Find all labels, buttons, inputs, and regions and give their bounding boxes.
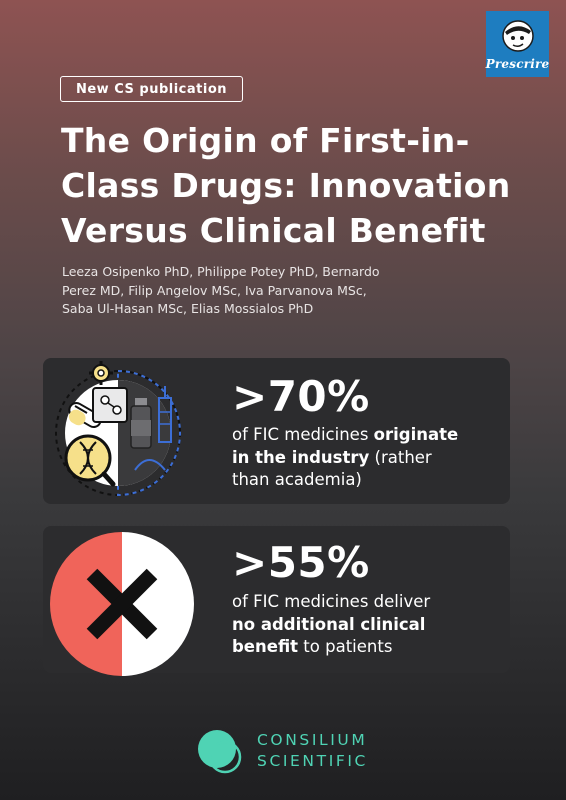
brand-text: CONSILIUM SCIENTIFIC <box>257 730 368 772</box>
cross-mark-icon <box>86 568 158 640</box>
brand-line: SCIENTIFIC <box>257 752 368 770</box>
title-line: Class Drugs: Innovation <box>61 166 511 205</box>
consilium-logo-icon <box>198 730 242 774</box>
consilium-scientific-logo: CONSILIUM SCIENTIFIC <box>195 727 368 775</box>
stat-benefit-description: of FIC medicines deliver no additional c… <box>232 591 430 659</box>
page-title: The Origin of First-in- Class Drugs: Inn… <box>61 118 521 253</box>
title-line: The Origin of First-in- <box>61 121 470 160</box>
vial-icon <box>130 398 152 449</box>
stat-benefit-value: >55% <box>232 538 370 587</box>
gear-icon <box>89 361 113 385</box>
authors-list: Leeza Osipenko PhD, Philippe Potey PhD, … <box>62 263 462 319</box>
cross-mark-illustration <box>50 532 194 676</box>
desc-text: (rather <box>369 447 432 467</box>
desc-text: to patients <box>298 637 393 656</box>
syringe-icon <box>158 386 172 443</box>
drug-discovery-illustration <box>55 361 181 497</box>
authors-line: Saba Ul-Hasan MSc, Elias Mossialos PhD <box>62 301 314 316</box>
authors-line: Perez MD, Filip Angelov MSc, Iva Parvano… <box>62 282 367 298</box>
brand-line: CONSILIUM <box>257 731 368 749</box>
desc-bold: benefit <box>232 637 299 656</box>
prescrire-logo: Prescrire <box>486 11 549 77</box>
stat-origin-value: >70% <box>232 372 370 421</box>
publication-tag: New CS publication <box>60 76 243 102</box>
desc-text: than academia) <box>232 470 362 489</box>
prescrire-wordmark: Prescrire <box>485 57 550 71</box>
desc-bold: in the industry <box>232 447 370 467</box>
prescrire-logo-icon <box>502 20 534 52</box>
authors-line: Leeza Osipenko PhD, Philippe Potey PhD, … <box>62 264 380 279</box>
title-line: Versus Clinical Benefit <box>61 211 486 250</box>
molecule-icon <box>92 387 128 423</box>
desc-bold: originate <box>373 425 459 444</box>
stat-origin-description: of FIC medicines originate in the indust… <box>232 424 458 492</box>
desc-bold: no additional clinical <box>232 614 426 634</box>
dna-magnifier-icon <box>64 434 116 487</box>
desc-text: of FIC medicines deliver <box>232 592 431 611</box>
desc-text: of FIC medicines <box>232 425 374 444</box>
